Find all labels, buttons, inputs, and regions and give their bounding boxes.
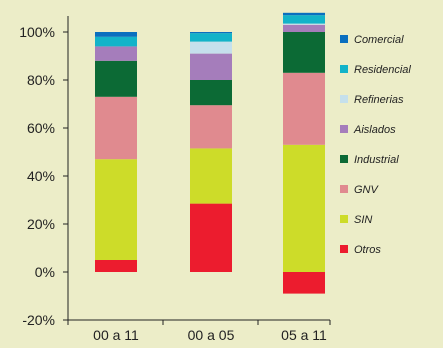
bar-segment-residencial: [190, 33, 232, 42]
bar-segment-refinerias: [190, 41, 232, 54]
legend-label-refinerias: Refinerias: [354, 94, 404, 106]
bar-segment-industrial: [283, 32, 325, 73]
bar-segment-otros: [95, 260, 137, 272]
legend-swatch-aislados: [340, 125, 348, 133]
legend-label-comercial: Comercial: [354, 34, 404, 46]
legend-swatch-industrial: [340, 155, 348, 163]
legend-swatch-gnv: [340, 185, 348, 193]
y-tick-label: 80%: [27, 72, 55, 88]
legend-swatch-comercial: [340, 35, 348, 43]
x-tick-label: 05 a 11: [281, 327, 327, 343]
y-axis: -20% 0% 20% 40% 60% 80% 100%: [19, 16, 69, 328]
bar-segment-sin: [283, 144, 325, 272]
y-tick-label: 100%: [19, 24, 55, 40]
y-tick-label: 0%: [35, 264, 55, 280]
x-tick-label: 00 a 11: [93, 327, 139, 343]
bar-segment-comercial: [190, 32, 232, 34]
legend-swatch-otros: [340, 245, 348, 253]
bar-segment-otros: [283, 272, 325, 294]
bar-segment-gnv: [190, 105, 232, 149]
bar-segment-sin: [95, 159, 137, 260]
x-tick-label: 00 a 05: [188, 327, 235, 343]
legend-label-otros: Otros: [354, 244, 381, 256]
legend-swatch-refinerias: [340, 95, 348, 103]
legend-label-industrial: Industrial: [354, 154, 399, 166]
bar-segment-residencial: [283, 15, 325, 24]
bar-segment-refinerias: [283, 23, 325, 25]
legend-label-sin: SIN: [354, 214, 372, 226]
bars: [95, 12, 325, 294]
bar-segment-industrial: [190, 80, 232, 106]
bar-segment-comercial: [95, 32, 137, 37]
bar-segment-aislados: [95, 46, 137, 61]
legend-label-aislados: Aislados: [353, 124, 396, 136]
bar-segment-comercial: [283, 12, 325, 16]
y-tick-label: 40%: [27, 168, 55, 184]
y-tick-label: -20%: [22, 312, 55, 328]
legend-swatch-sin: [340, 215, 348, 223]
legend-label-gnv: GNV: [354, 184, 380, 196]
legend-swatch-residencial: [340, 65, 348, 73]
bar-segment-industrial: [95, 60, 137, 97]
bar-segment-aislados: [283, 24, 325, 32]
bar-segment-otros: [190, 203, 232, 272]
bar-segment-residencial: [95, 36, 137, 47]
bar-segment-sin: [190, 148, 232, 204]
bar-segment-aislados: [190, 53, 232, 80]
x-axis: 00 a 11 00 a 05 05 a 11: [67, 319, 331, 343]
bar-segment-gnv: [283, 72, 325, 145]
legend-label-residencial: Residencial: [354, 64, 411, 76]
y-tick-label: 60%: [27, 120, 55, 136]
legend: Comercial Residencial Refinerias Aislados In…: [340, 34, 411, 256]
y-tick-label: 20%: [27, 216, 55, 232]
bar-segment-gnv: [95, 96, 137, 160]
